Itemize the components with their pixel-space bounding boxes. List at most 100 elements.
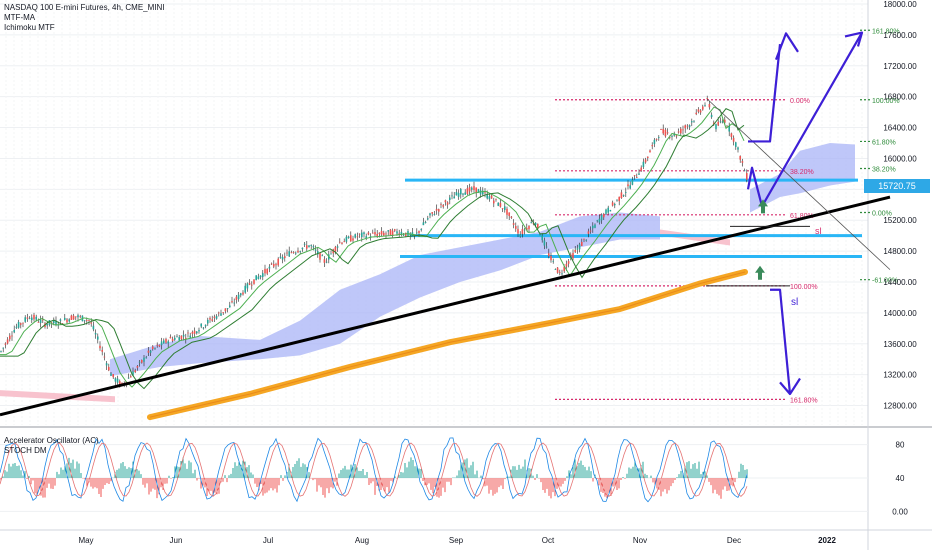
candle-body — [627, 184, 629, 187]
candle-body — [442, 205, 444, 207]
indicator-stoch[interactable]: STOCH DM — [4, 446, 47, 455]
candle-body — [446, 202, 449, 205]
candle-body — [614, 204, 616, 206]
candle-body — [616, 199, 618, 201]
candle-body — [209, 317, 211, 320]
candle-body — [134, 370, 136, 373]
sl-label: sl — [815, 226, 822, 236]
fib-levels: 0.00% 38.20% 61.80% 100.00% 161.80% 161.80% 10… — [555, 28, 900, 404]
candle-body — [567, 261, 570, 264]
cloud-pink — [0, 390, 115, 403]
candle-body — [53, 320, 55, 324]
arrow-long-path — [746, 32, 863, 208]
candle-body — [198, 329, 200, 332]
ma-band — [147, 268, 748, 421]
candle-body — [37, 321, 40, 323]
candle-body — [440, 204, 442, 205]
candle-body — [728, 125, 730, 132]
oscillator-legend[interactable]: Accelerator Oscillator (AC) STOCH DM — [4, 436, 99, 456]
indicator-ichimoku[interactable]: Ichimoku MTF — [4, 23, 55, 32]
candle-body — [231, 301, 233, 303]
candle-body — [506, 208, 508, 215]
candle-body — [724, 119, 726, 123]
candle-body — [532, 223, 535, 225]
candle-body — [673, 133, 675, 136]
candle-body — [523, 229, 526, 231]
candle-body — [9, 335, 11, 340]
candle-body — [176, 336, 178, 338]
symbol-legend[interactable]: NASDAQ 100 E-mini Futures, 4h, CME_MINI … — [4, 3, 165, 33]
candle-body — [662, 128, 664, 134]
candle-body — [466, 188, 469, 195]
candle-body — [493, 200, 495, 204]
candle-body — [666, 132, 669, 134]
candle-body — [264, 268, 266, 274]
candle-body — [420, 229, 422, 231]
candle-body — [563, 266, 565, 272]
uptrend-line — [0, 195, 891, 417]
candle-body — [77, 315, 79, 318]
candle-body — [501, 208, 504, 210]
candle-body — [22, 322, 24, 324]
candle-body — [50, 322, 53, 324]
candle-body — [4, 343, 7, 345]
candle-body — [149, 350, 152, 353]
axes: 18000.00 17600.00 17200.00 16800.00 16400.00… — [78, 0, 917, 545]
indicator-mtf-ma[interactable]: MTF-MA — [4, 13, 36, 22]
candle-body — [453, 196, 455, 199]
candle-body — [196, 331, 198, 334]
candle-body — [457, 192, 460, 197]
symbol-line[interactable]: NASDAQ 100 E-mini Futures, 4h, CME_MINI — [4, 3, 165, 12]
candle-body — [79, 316, 81, 317]
candle-body — [706, 98, 708, 99]
candle-body — [273, 263, 275, 267]
candle-body — [574, 250, 576, 252]
indicator-ac[interactable]: Accelerator Oscillator (AC) — [4, 436, 99, 445]
candle-body — [699, 110, 702, 113]
candle-body — [488, 196, 491, 200]
sl-label: sl — [791, 297, 798, 308]
candle-body — [605, 209, 607, 214]
candle-body — [548, 253, 550, 257]
candle-body — [620, 192, 623, 199]
candle-body — [147, 350, 150, 353]
price-tick-label: 16400.00 — [883, 124, 917, 133]
candle-body — [72, 315, 75, 320]
candle-body — [317, 251, 319, 255]
candle-body — [739, 155, 741, 160]
candle-body — [561, 273, 563, 275]
candle-body — [358, 233, 361, 235]
candle-body — [697, 109, 700, 112]
candle-body — [350, 235, 352, 242]
candle-body — [429, 213, 431, 216]
candle-body — [108, 366, 110, 371]
candle-body — [277, 258, 279, 266]
descending-line — [707, 99, 891, 270]
fib-label: 61.80% — [790, 213, 814, 220]
candle-body — [603, 214, 605, 218]
candle-body — [719, 121, 722, 123]
candle-body — [363, 232, 365, 235]
candle-body — [468, 187, 471, 192]
fib-label: 38.20% — [790, 169, 814, 176]
candle-body — [669, 136, 671, 138]
candle-body — [303, 243, 306, 245]
candle-body — [726, 126, 728, 128]
candle-body — [416, 232, 418, 234]
candle-body — [145, 357, 147, 359]
candle-body — [141, 359, 143, 363]
candle-body — [572, 252, 574, 259]
candle-body — [539, 234, 541, 236]
candle-body — [244, 285, 246, 293]
candle-body — [343, 241, 345, 243]
candle-body — [103, 356, 106, 358]
candle-body — [171, 338, 174, 341]
candle-body — [242, 292, 244, 295]
candle-body — [589, 230, 592, 232]
candle-body — [165, 338, 167, 343]
candle-body — [119, 381, 121, 386]
cloud-blue — [110, 212, 660, 377]
candle-body — [550, 255, 552, 261]
fib-label: 100.00% — [790, 284, 818, 291]
